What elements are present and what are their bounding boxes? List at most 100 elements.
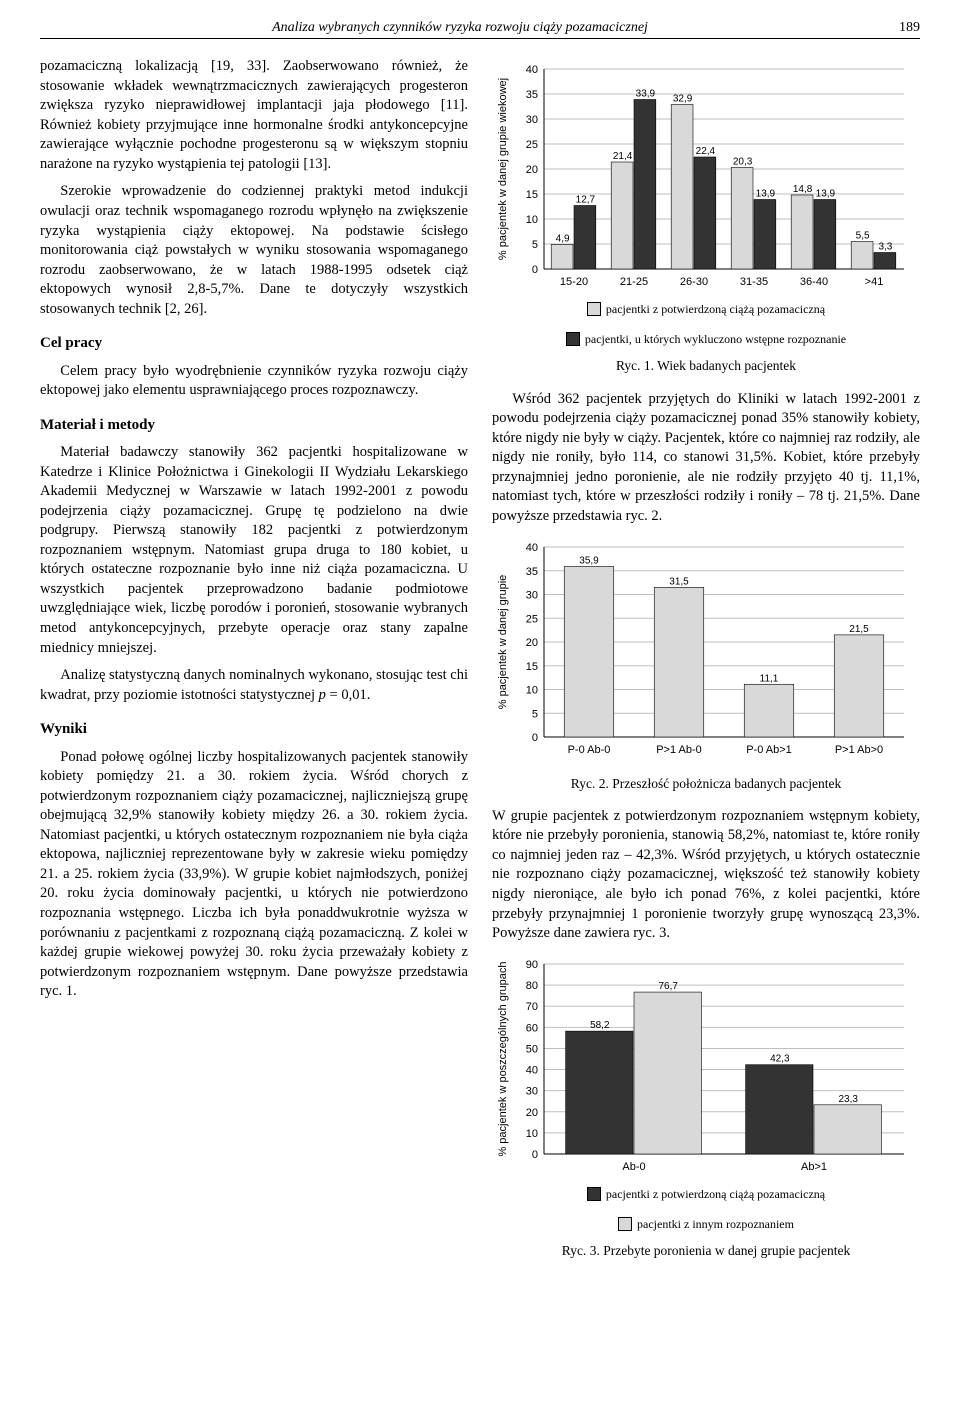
svg-text:20,3: 20,3 (733, 157, 753, 168)
svg-text:P>1 Ab>0: P>1 Ab>0 (835, 744, 883, 756)
svg-text:Ab>1: Ab>1 (801, 1161, 827, 1173)
svg-text:10: 10 (526, 684, 538, 696)
svg-text:% pacjentek w danej grupie wie: % pacjentek w danej grupie wiekowej (497, 78, 509, 260)
svg-text:50: 50 (526, 1043, 538, 1055)
svg-text:Ab-0: Ab-0 (622, 1161, 645, 1173)
svg-text:10: 10 (526, 1128, 538, 1140)
svg-text:P>1 Ab-0: P>1 Ab-0 (656, 744, 702, 756)
legend-swatch (587, 302, 601, 316)
legend-item: pacjentki, u których wykluczono wstępne … (566, 331, 846, 347)
figure-1: 0 5 10 15 20 25 30 35 40 % pacjentek w danej grup… (492, 57, 920, 347)
body-paragraph: Materiał badawczy stanowiły 362 pacjentk… (40, 443, 468, 658)
svg-text:30: 30 (526, 114, 538, 126)
figure-3: 0 10 20 30 40 50 60 70 80 90 % pacjentek w poszcze… (492, 952, 920, 1232)
svg-text:40: 40 (526, 542, 538, 554)
figure-2-caption: Ryc. 2. Przeszłość położnicza badanych p… (492, 775, 920, 793)
svg-text:76,7: 76,7 (658, 981, 678, 992)
body-paragraph: W grupie pacjentek z potwierdzonym rozpo… (492, 807, 920, 944)
svg-text:0: 0 (532, 1149, 538, 1161)
svg-text:0: 0 (532, 732, 538, 744)
text-run: = 0,01. (326, 687, 370, 703)
text-run: Analizę statystyczną danych nominalnych … (40, 667, 468, 703)
svg-text:30: 30 (526, 1085, 538, 1097)
svg-text:35: 35 (526, 565, 538, 577)
legend-label: pacjentki, u których wykluczono wstępne … (585, 331, 846, 347)
svg-text:20: 20 (526, 164, 538, 176)
svg-text:5,5: 5,5 (856, 231, 870, 242)
legend-item: pacjentki z potwierdzoną ciążą pozamacic… (587, 301, 825, 317)
svg-text:>41: >41 (865, 276, 884, 288)
svg-text:% pacjentek w danej grupie: % pacjentek w danej grupie (497, 574, 509, 709)
svg-text:35: 35 (526, 89, 538, 101)
body-paragraph: Analizę statystyczną danych nominalnych … (40, 666, 468, 705)
legend-swatch (587, 1187, 601, 1201)
legend-swatch (618, 1217, 632, 1231)
figure-1-caption: Ryc. 1. Wiek badanych pacjentek (492, 357, 920, 375)
svg-text:5: 5 (532, 708, 538, 720)
left-column: pozamaciczną lokalizacją [19, 33]. Zaobs… (40, 57, 468, 1274)
svg-text:32,9: 32,9 (673, 94, 693, 105)
svg-text:5: 5 (532, 239, 538, 251)
svg-text:58,2: 58,2 (590, 1020, 610, 1031)
svg-text:15: 15 (526, 660, 538, 672)
svg-text:22,4: 22,4 (696, 146, 716, 157)
figure-3-caption: Ryc. 3. Przebyte poronienia w danej grup… (492, 1242, 920, 1260)
svg-text:% pacjentek w poszczególnych g: % pacjentek w poszczególnych grupach (497, 961, 509, 1156)
svg-text:14,8: 14,8 (793, 184, 813, 195)
body-paragraph: Celem pracy było wyodrębnienie czynników… (40, 362, 468, 401)
svg-text:31,5: 31,5 (669, 576, 689, 587)
body-paragraph: Szerokie wprowadzenie do codziennej prak… (40, 182, 468, 319)
svg-text:P-0 Ab-0: P-0 Ab-0 (568, 744, 611, 756)
svg-text:21,4: 21,4 (613, 151, 633, 162)
svg-text:33,9: 33,9 (636, 89, 656, 100)
figure-2: 0 5 10 15 20 25 30 35 40 % pacjentek w danej grup… (492, 535, 920, 765)
svg-text:60: 60 (526, 1022, 538, 1034)
running-title: Analiza wybranych czynników ryzyka rozwo… (40, 20, 880, 36)
svg-text:40: 40 (526, 1064, 538, 1076)
legend-swatch (566, 332, 580, 346)
section-heading-cel: Cel pracy (40, 333, 468, 353)
stat-symbol: p (319, 687, 326, 703)
svg-text:21-25: 21-25 (620, 276, 648, 288)
running-head: Analiza wybranych czynników ryzyka rozwo… (40, 20, 920, 39)
svg-text:3,3: 3,3 (878, 242, 892, 253)
section-heading-wyniki: Wyniki (40, 719, 468, 739)
body-paragraph: Ponad połowę ogólnej liczby hospitalizow… (40, 748, 468, 1002)
svg-text:21,5: 21,5 (849, 623, 869, 634)
svg-text:15-20: 15-20 (560, 276, 588, 288)
svg-text:30: 30 (526, 589, 538, 601)
svg-text:11,1: 11,1 (760, 673, 779, 684)
svg-text:31-35: 31-35 (740, 276, 768, 288)
svg-text:70: 70 (526, 1001, 538, 1013)
svg-text:36-40: 36-40 (800, 276, 828, 288)
svg-text:35,9: 35,9 (579, 555, 599, 566)
page-number: 189 (880, 20, 920, 36)
legend-label: pacjentki z innym rozpoznaniem (637, 1216, 794, 1232)
svg-text:15: 15 (526, 189, 538, 201)
legend-label: pacjentki z potwierdzoną ciążą pozamacic… (606, 1186, 825, 1202)
right-column: 0 5 10 15 20 25 30 35 40 % pacjentek w danej grup… (492, 57, 920, 1274)
svg-text:20: 20 (526, 1106, 538, 1118)
svg-text:80: 80 (526, 980, 538, 992)
svg-text:25: 25 (526, 139, 538, 151)
body-paragraph: Wśród 362 pacjentek przyjętych do Klinik… (492, 390, 920, 527)
svg-text:90: 90 (526, 959, 538, 971)
svg-text:P-0 Ab>1: P-0 Ab>1 (746, 744, 792, 756)
svg-text:42,3: 42,3 (770, 1053, 790, 1064)
svg-text:23,3: 23,3 (838, 1093, 858, 1104)
svg-text:0: 0 (532, 264, 538, 276)
section-heading-material: Materiał i metody (40, 415, 468, 435)
svg-text:12,7: 12,7 (576, 195, 596, 206)
svg-text:40: 40 (526, 64, 538, 76)
svg-text:13,9: 13,9 (756, 189, 776, 200)
svg-text:20: 20 (526, 637, 538, 649)
body-paragraph: pozamaciczną lokalizacją [19, 33]. Zaobs… (40, 57, 468, 174)
legend-item: pacjentki z innym rozpoznaniem (618, 1216, 794, 1232)
svg-text:25: 25 (526, 613, 538, 625)
svg-text:10: 10 (526, 214, 538, 226)
legend-item: pacjentki z potwierdzoną ciążą pozamacic… (587, 1186, 825, 1202)
svg-text:4,9: 4,9 (556, 234, 570, 245)
svg-text:26-30: 26-30 (680, 276, 708, 288)
svg-text:13,9: 13,9 (816, 189, 836, 200)
legend-label: pacjentki z potwierdzoną ciążą pozamacic… (606, 301, 825, 317)
